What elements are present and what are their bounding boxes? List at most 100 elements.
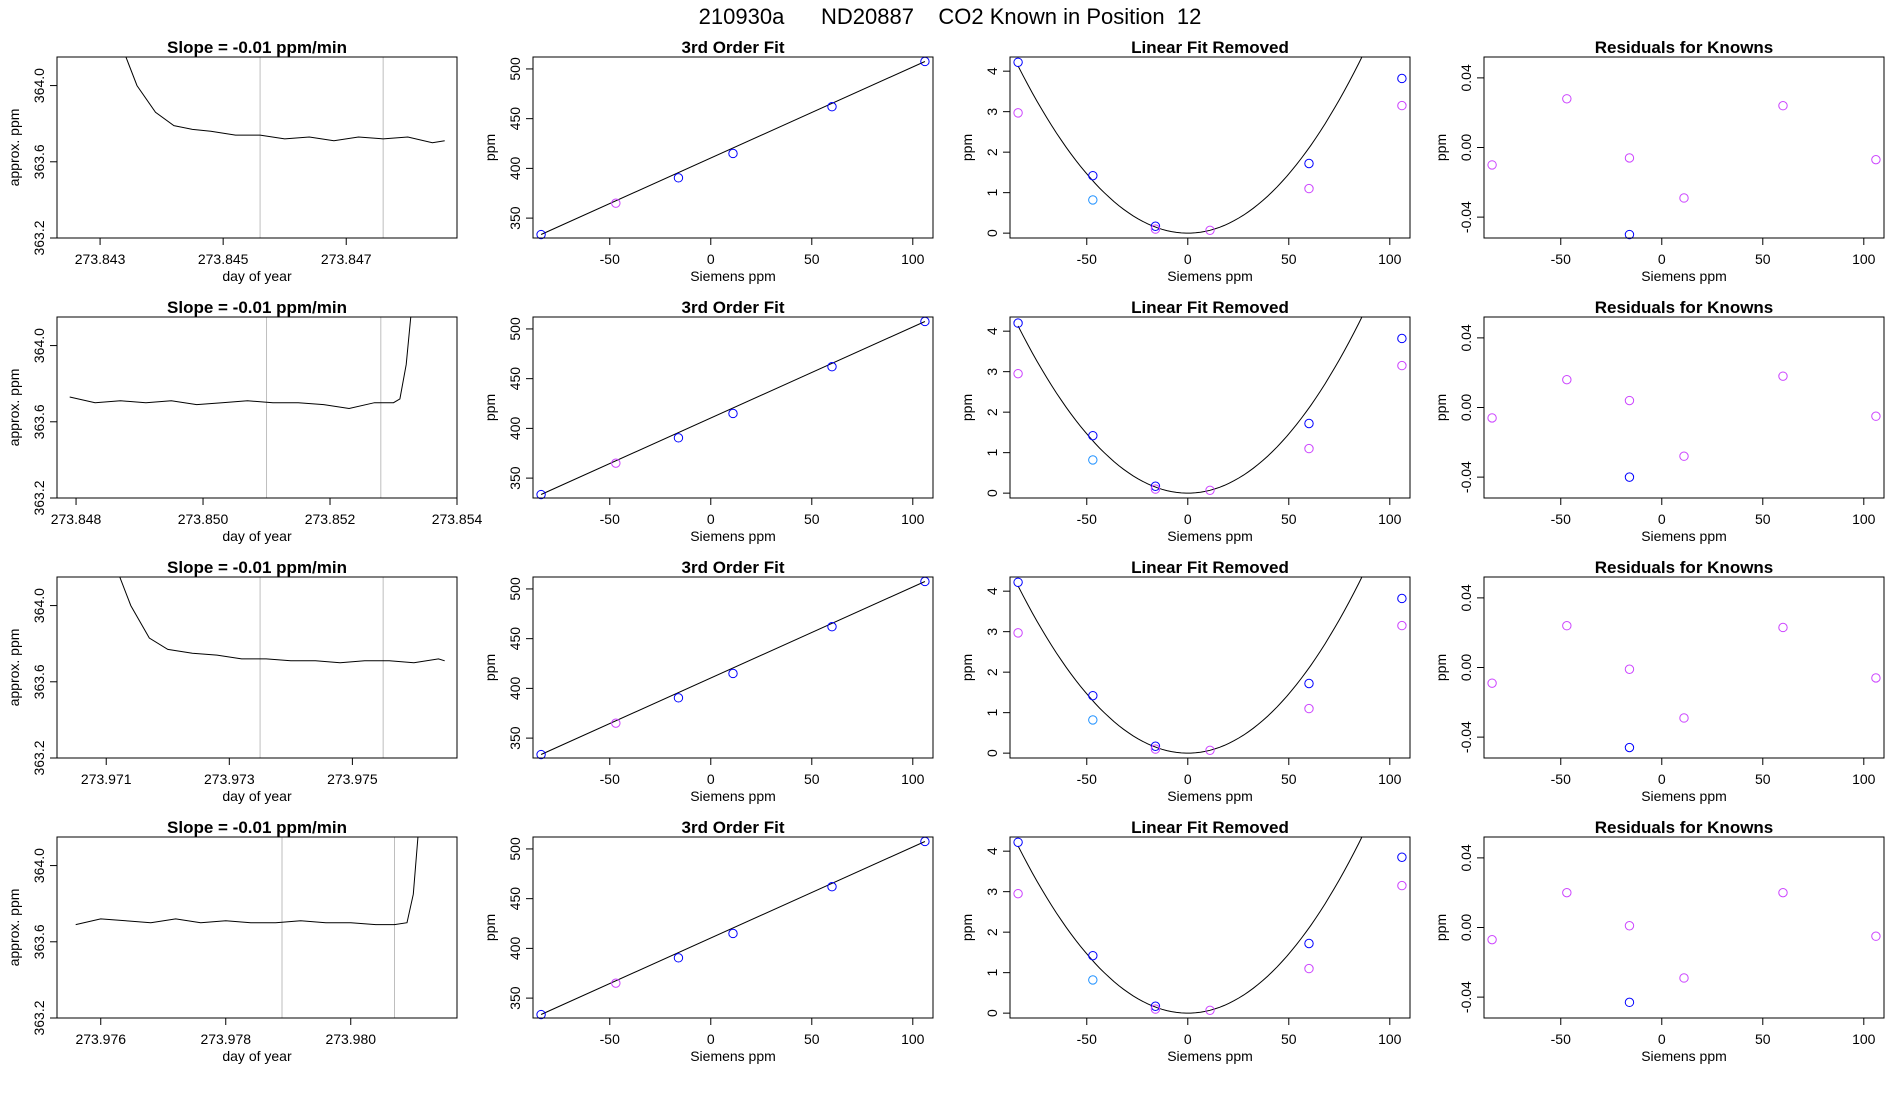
y-tick-label: 2: [984, 928, 1000, 936]
data-point-5: [1150, 1001, 1161, 1011]
x-tick-label: -50: [1077, 771, 1097, 787]
fit-curve: [1017, 837, 1363, 1014]
chart-title: 3rd Order Fit: [682, 38, 785, 57]
data-point-8: [1304, 418, 1314, 429]
plot-frame: [532, 316, 934, 499]
data-point-11: [1397, 620, 1407, 631]
x-tick-label: 50: [1281, 1031, 1297, 1047]
data-point-1: [536, 229, 546, 240]
y-tick-label: 363.6: [31, 924, 47, 959]
y-axis-label: ppm: [1433, 914, 1449, 941]
x-axis-label: Siemens ppm: [1641, 788, 1727, 804]
plot-frame: [1009, 576, 1411, 759]
plot-frame: [532, 836, 934, 1019]
data-point-6: [920, 316, 930, 327]
y-tick-label: 0: [984, 489, 1000, 497]
data-point-2: [1562, 374, 1572, 385]
y-axis-label: approx. ppm: [6, 889, 22, 967]
data-point-7: [1205, 485, 1215, 496]
chart-title: Residuals for Knowns: [1595, 558, 1774, 577]
x-axis-label: Siemens ppm: [1641, 1048, 1727, 1064]
x-tick-label: 50: [1281, 771, 1297, 787]
y-tick-label: 350: [507, 466, 523, 490]
x-tick-label: 100: [901, 771, 925, 787]
plot-frame: [532, 576, 934, 759]
y-tick-label: 0.00: [1458, 914, 1474, 941]
data-point-5: [1679, 713, 1689, 723]
data-point-2: [611, 198, 621, 208]
data-point-11: [1397, 100, 1407, 111]
plot-frame: [1009, 56, 1411, 239]
x-tick-label: 0: [1658, 511, 1666, 527]
y-axis-label: ppm: [482, 394, 498, 421]
x-axis-label: Siemens ppm: [690, 1048, 776, 1064]
chart-title: Slope = -0.01 ppm/min: [167, 818, 347, 837]
data-point-3: [1088, 430, 1098, 441]
x-tick-label: 50: [804, 771, 820, 787]
data-point-4: [1624, 997, 1635, 1008]
y-tick-label: 0.00: [1458, 134, 1474, 161]
panel-timeseries-row-4: 273.976 273.978 273.980 363.2 363.6 364.0 Slop…: [6, 818, 458, 1064]
data-point-1: [1013, 57, 1023, 67]
chart-title: Slope = -0.01 ppm/min: [167, 38, 347, 57]
x-tick-label: 50: [804, 511, 820, 527]
y-tick-label: 1: [984, 449, 1000, 457]
x-tick-label: 273.850: [178, 511, 229, 527]
y-tick-label: 364.0: [31, 848, 47, 883]
x-tick-label: 273.852: [305, 511, 356, 527]
chart-title: 3rd Order Fit: [682, 558, 785, 577]
y-tick-label: 364.0: [31, 588, 47, 623]
y-tick-label: 0.00: [1458, 394, 1474, 421]
data-point-4: [1088, 195, 1098, 205]
x-axis-label: day of year: [222, 788, 292, 804]
y-tick-label: 0.04: [1458, 64, 1474, 91]
x-tick-label: 273.973: [204, 771, 255, 787]
y-tick-label: 0.04: [1458, 844, 1474, 871]
x-tick-label: 100: [901, 1031, 925, 1047]
y-tick-label: -0.04: [1458, 461, 1474, 493]
x-axis-label: Siemens ppm: [690, 788, 776, 804]
y-tick-label: 3: [984, 368, 1000, 376]
x-tick-label: 50: [1755, 771, 1771, 787]
x-tick-label: 50: [1755, 511, 1771, 527]
x-tick-label: 0: [1184, 1031, 1192, 1047]
data-point-6: [1150, 484, 1161, 494]
x-tick-label: 0: [1658, 251, 1666, 267]
plot-frame: [56, 56, 458, 239]
y-tick-label: 500: [507, 837, 523, 861]
y-tick-label: 500: [507, 317, 523, 341]
data-point-7: [1871, 931, 1881, 941]
x-tick-label: -50: [1551, 1031, 1571, 1047]
panel-linear-fit-removed-row-2: -50 0 50 100 0 1 2 3 4 Linear Fit Removed Siemens …: [959, 298, 1411, 544]
y-tick-label: 2: [984, 408, 1000, 416]
data-point-6: [920, 576, 930, 587]
data-point-9: [1304, 963, 1314, 974]
y-tick-label: 450: [507, 107, 523, 131]
y-tick-label: 0: [984, 1009, 1000, 1017]
y-tick-label: 500: [507, 577, 523, 601]
series-line-1: [75, 837, 419, 926]
data-point-3: [1088, 950, 1098, 961]
y-axis-label: ppm: [959, 914, 975, 941]
x-axis-label: Siemens ppm: [1167, 788, 1253, 804]
data-point-4: [728, 668, 738, 679]
x-tick-label: 273.975: [327, 771, 378, 787]
y-axis-label: approx. ppm: [6, 109, 22, 187]
data-point-7: [1871, 411, 1881, 421]
panel-third-order-fit-row-4: -50 0 50 100 350 400 450 500 3rd Order Fit Siemen…: [482, 818, 934, 1064]
y-tick-label: 400: [507, 416, 523, 440]
data-point-4: [1088, 975, 1098, 985]
data-point-6: [1778, 101, 1788, 111]
data-point-5: [1150, 221, 1161, 231]
y-tick-label: 450: [507, 627, 523, 651]
data-point-6: [920, 56, 930, 67]
panel-residuals-row-1: -50 0 50 100 -0.04 0.00 0.04 Residuals for Know…: [1433, 38, 1885, 284]
y-tick-label: 1: [984, 969, 1000, 977]
data-point-3: [1088, 170, 1098, 181]
y-tick-label: 350: [507, 986, 523, 1010]
chart-title: Linear Fit Removed: [1131, 298, 1289, 317]
data-point-2: [611, 718, 621, 728]
y-axis-label: approx. ppm: [6, 369, 22, 447]
x-tick-label: 273.971: [81, 771, 132, 787]
